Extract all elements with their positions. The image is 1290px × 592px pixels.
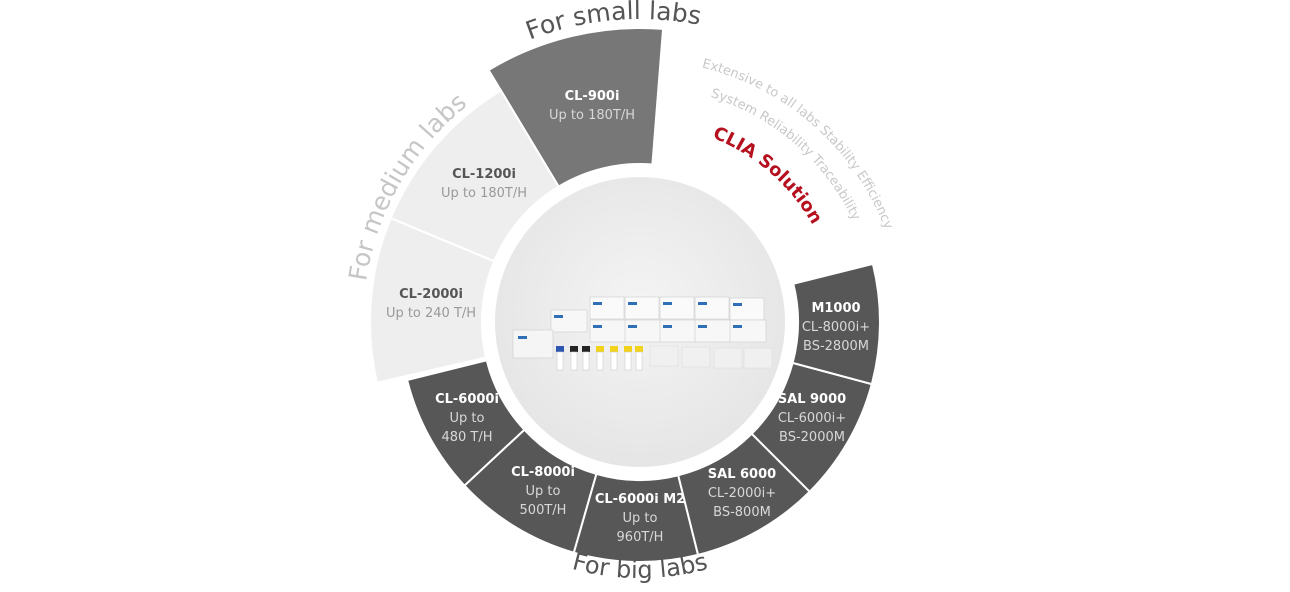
segment-name: SAL 9000 bbox=[778, 392, 846, 407]
kit-box bbox=[743, 347, 773, 369]
kit-box bbox=[729, 319, 767, 343]
segment-name: CL-2000i bbox=[399, 287, 463, 302]
kit-box bbox=[589, 296, 625, 320]
kit-box bbox=[610, 351, 618, 371]
kit-box bbox=[624, 296, 660, 320]
segment-cl-6000i bbox=[405, 359, 526, 488]
kit-box bbox=[554, 315, 563, 318]
kit-box bbox=[628, 325, 637, 328]
kit-box bbox=[635, 351, 643, 371]
kit-box bbox=[596, 346, 604, 352]
kit-box bbox=[713, 347, 743, 369]
segment-cl-2000i bbox=[369, 216, 496, 384]
segment-cl-6000i-m2 bbox=[572, 472, 700, 563]
kit-box bbox=[729, 297, 765, 321]
kit-box bbox=[635, 346, 643, 352]
segment-detail: Up to 180T/H bbox=[549, 108, 635, 123]
kit-box bbox=[556, 346, 564, 352]
segment-cl-1200i bbox=[389, 89, 560, 263]
kit-box bbox=[624, 346, 632, 352]
kit-box bbox=[582, 346, 590, 352]
segment-detail: 500T/H bbox=[520, 503, 567, 518]
kit-box bbox=[570, 346, 578, 352]
kit-box bbox=[582, 351, 590, 371]
kit-box bbox=[570, 351, 578, 371]
segment-detail: BS-800M bbox=[713, 505, 771, 520]
kit-box bbox=[610, 346, 618, 352]
segment-detail: Up to bbox=[450, 411, 485, 426]
segment-detail: Up to bbox=[526, 484, 561, 499]
segment-detail: CL-8000i+ bbox=[802, 320, 870, 335]
reagent-kits-image bbox=[512, 296, 773, 371]
kit-box bbox=[589, 319, 627, 343]
segment-name: CL-8000i bbox=[511, 465, 575, 480]
kit-box bbox=[733, 303, 742, 306]
kit-box bbox=[624, 351, 632, 371]
segment-name: CL-1200i bbox=[452, 167, 516, 182]
segment-name: SAL 6000 bbox=[708, 467, 776, 482]
kit-box bbox=[698, 325, 707, 328]
segment-detail: BS-2800M bbox=[803, 339, 869, 354]
segment-cl-8000i bbox=[463, 428, 598, 554]
kit-box bbox=[593, 325, 602, 328]
kit-box bbox=[628, 302, 637, 305]
kit-box bbox=[681, 346, 711, 368]
kit-box bbox=[694, 296, 730, 320]
segment-detail: Up to 180T/H bbox=[441, 186, 527, 201]
segment-name: CL-6000i bbox=[435, 392, 499, 407]
segment-detail: CL-6000i+ bbox=[778, 411, 846, 426]
segment-m1000 bbox=[791, 262, 881, 386]
kit-box bbox=[649, 345, 679, 367]
kit-box bbox=[663, 302, 672, 305]
segment-name: M1000 bbox=[811, 301, 860, 316]
kit-box bbox=[663, 325, 672, 328]
kit-box bbox=[624, 319, 662, 343]
segment-sal-6000 bbox=[677, 432, 812, 557]
segment-detail: Up to 240 T/H bbox=[386, 306, 476, 321]
segment-detail: BS-2000M bbox=[779, 430, 845, 445]
kit-box bbox=[518, 336, 527, 339]
kit-box bbox=[733, 325, 742, 328]
segment-detail: Up to bbox=[623, 511, 658, 526]
segment-detail: 960T/H bbox=[617, 530, 664, 545]
kit-box bbox=[593, 302, 602, 305]
kit-box bbox=[659, 319, 697, 343]
kit-box bbox=[550, 309, 588, 333]
segment-detail: 480 T/H bbox=[441, 430, 492, 445]
segment-name: CL-6000i M2 bbox=[595, 492, 685, 507]
kit-box bbox=[694, 319, 732, 343]
segment-sal-9000 bbox=[750, 361, 874, 494]
kit-box bbox=[556, 351, 564, 371]
segment-name: CL-900i bbox=[565, 89, 620, 104]
segment-detail: CL-2000i+ bbox=[708, 486, 776, 501]
kit-box bbox=[596, 351, 604, 371]
kit-box bbox=[512, 329, 554, 359]
segments-ring bbox=[369, 27, 881, 563]
kit-box bbox=[659, 296, 695, 320]
kit-box bbox=[698, 302, 707, 305]
segment-cl-900i bbox=[487, 27, 665, 188]
